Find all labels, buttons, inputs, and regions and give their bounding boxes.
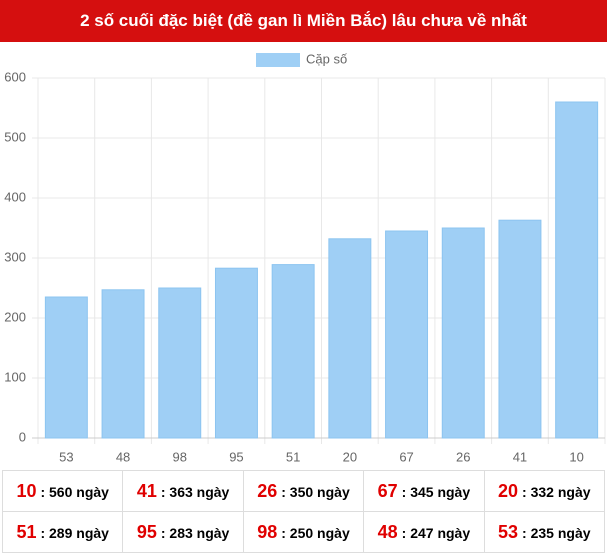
y-tick-label: 100 [4,369,26,384]
x-tick-label: 48 [116,449,130,464]
bar [214,267,258,439]
bar [555,101,599,439]
cell-text: : 363 ngày [160,483,230,500]
cell-number: 26 [257,480,278,501]
cell-number: 20 [498,480,519,501]
x-tick-label: 10 [569,449,583,464]
y-tick-label: 300 [4,249,26,264]
cell-number: 41 [136,480,157,501]
bar [158,287,202,439]
x-tick-label: 98 [173,449,187,464]
cell-number: 53 [498,521,519,542]
x-tick-label: 67 [399,449,413,464]
table-cell: 95: 283 ngày [122,511,244,553]
table-cell: 10: 560 ngày [1,470,124,512]
x-tick-label: 26 [456,449,470,464]
y-tick-label: 200 [4,309,26,324]
bar [328,238,372,439]
cell-text: : 350 ngày [281,483,350,500]
cell-text: : 250 ngày [281,524,350,541]
x-tick-label: 51 [286,449,300,464]
y-tick-label: 400 [4,189,26,204]
cell-text: : 332 ngày [522,483,591,500]
cell-text: : 283 ngày [160,524,230,541]
table-cell: 26: 350 ngày [242,470,365,512]
legend-swatch [256,53,300,67]
x-tick-label: 41 [513,449,527,464]
table-cell: 53: 235 ngày [483,511,606,553]
table-cell: 98: 250 ngày [242,511,365,553]
cell-number: 10 [16,480,37,501]
cell-number: 48 [377,521,398,542]
table-row: 10: 560 ngày 41: 363 ngày 26: 350 ngày 67: … [1,470,606,512]
cell-number: 67 [377,480,398,501]
bar [271,264,315,439]
chart-title: 2 số cuối đặc biệt (đề gan lì Miền Bắc) … [0,0,607,42]
cell-number: 51 [16,521,37,542]
cell-number: 98 [257,521,278,542]
cell-text: : 247 ngày [401,524,471,541]
table-row: 51: 289 ngày 95: 283 ngày 98: 250 ngày 48: … [1,511,606,553]
y-tick-label: 500 [4,129,26,144]
cell-text: : 560 ngày [40,483,109,500]
x-tick-label: 20 [343,449,357,464]
chart: Cặp số 0 100 200 300 400 500 600 53 48 98 95 51 20 67 2… [4,51,606,464]
y-tick-label: 600 [4,69,26,84]
table-cell: 48: 247 ngày [363,511,485,553]
cell-text: : 235 ngày [522,524,591,541]
summary-table: 10: 560 ngày 41: 363 ngày 26: 350 ngày 67: … [1,470,606,553]
table-cell: 41: 363 ngày [122,470,244,512]
cell-number: 95 [136,521,157,542]
table-cell: 20: 332 ngày [483,470,606,512]
x-tick-label: 53 [59,449,73,464]
y-tick-label: 0 [19,429,26,444]
legend-label: Cặp số [306,51,347,66]
bar [44,296,88,439]
table-cell: 67: 345 ngày [363,470,485,512]
table-cell: 51: 289 ngày [1,511,124,553]
bar [498,219,542,439]
x-tick-label: 95 [229,449,243,464]
bar [441,227,485,439]
cell-text: : 345 ngày [401,483,471,500]
bar [385,230,429,439]
bar [101,289,145,439]
cell-text: : 289 ngày [40,524,109,541]
